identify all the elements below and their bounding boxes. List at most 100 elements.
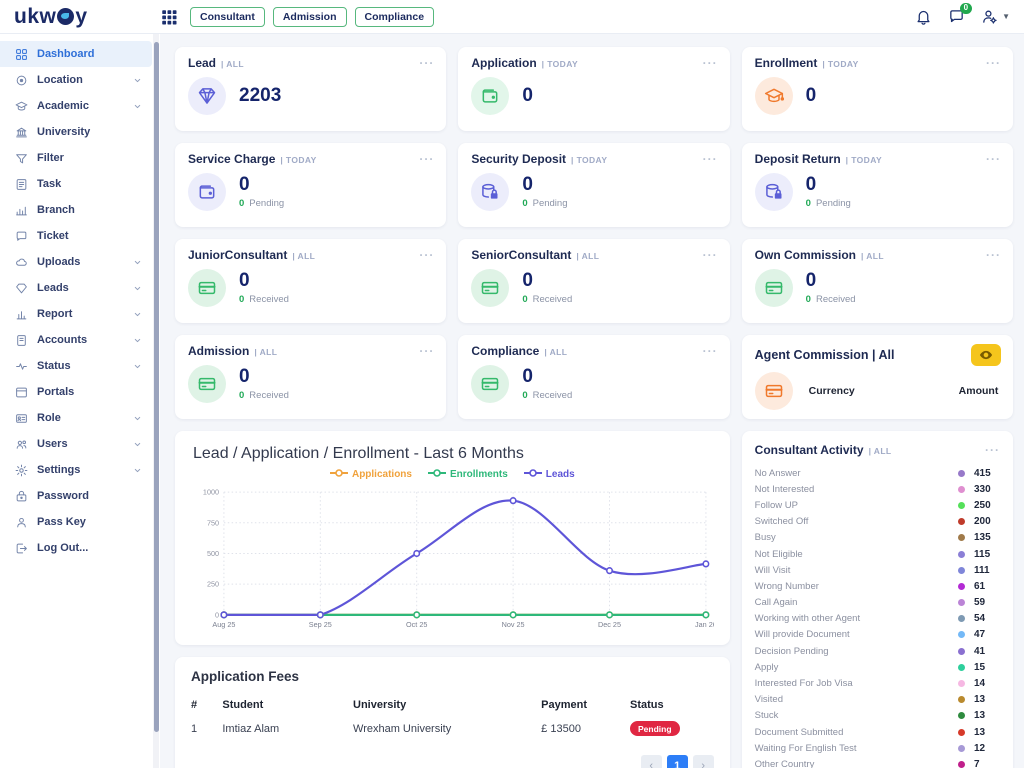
stat-card-title: Compliance: [471, 344, 540, 358]
activity-label: Will provide Document: [754, 629, 850, 641]
activity-row: Not Eligible 115: [755, 546, 1000, 562]
sidebar-item-academic[interactable]: Academic: [0, 93, 152, 119]
activity-value: 47: [974, 629, 986, 641]
svg-text:Aug 25: Aug 25: [212, 620, 235, 629]
ellipsis-menu-icon[interactable]: ···: [986, 152, 1001, 166]
pagination-prev-button[interactable]: ‹: [640, 755, 662, 768]
users-icon: [15, 438, 28, 451]
activity-row: Other Country 7: [755, 756, 1000, 768]
activity-dot: [958, 631, 965, 639]
pagination-next-button[interactable]: ›: [692, 755, 714, 768]
stat-card-title: Deposit Return: [754, 152, 841, 166]
activity-dot: [958, 550, 965, 558]
sidebar-item-report[interactable]: Report: [0, 301, 152, 327]
sidebar-item-accounts[interactable]: Accounts: [0, 327, 152, 353]
stat-sub-count: 0: [522, 389, 528, 401]
sidebar-item-log-out[interactable]: Log Out...: [0, 535, 152, 561]
sidebar-item-users[interactable]: Users: [0, 431, 152, 457]
stat-subline: 0 Pending: [522, 197, 568, 209]
chevron-down-icon: [133, 284, 142, 293]
sidebar-item-portals[interactable]: Portals: [0, 379, 152, 405]
stat-icon-circle: [188, 77, 226, 115]
activity-value: 15: [974, 661, 986, 673]
sidebar-item-filter[interactable]: Filter: [0, 145, 152, 171]
ellipsis-menu-icon[interactable]: ···: [702, 152, 718, 166]
ellipsis-menu-icon[interactable]: ···: [702, 248, 718, 262]
sidebar-item-location[interactable]: Location: [0, 67, 152, 93]
ellipsis-menu-icon[interactable]: ···: [986, 248, 1001, 262]
sidebar-item-branch[interactable]: Branch: [0, 197, 152, 223]
legend-item-leads[interactable]: Leads: [523, 469, 575, 480]
filter-icon: [15, 152, 28, 165]
sidebar-nav: Dashboard Location Academic University Filte…: [0, 34, 152, 768]
stat-value: 0: [522, 174, 533, 196]
apps-grid-icon[interactable]: [160, 8, 178, 26]
sidebar-item-pass-key[interactable]: Pass Key: [0, 509, 152, 535]
ellipsis-menu-icon[interactable]: ···: [985, 443, 1000, 457]
pagination-page-button[interactable]: 1: [666, 755, 688, 768]
sidebar-item-ticket[interactable]: Ticket: [0, 223, 152, 249]
activity-row: Will Visit 111: [755, 562, 1000, 578]
sidebar-item-uploads[interactable]: Uploads: [0, 249, 152, 275]
activity-dot: [958, 469, 965, 477]
header-button-compliance[interactable]: Compliance: [354, 6, 435, 27]
activity-dot: [958, 760, 965, 768]
sidebar-item-role[interactable]: Role: [0, 405, 152, 431]
ellipsis-menu-icon[interactable]: ···: [419, 56, 435, 70]
logout-icon: [15, 542, 28, 555]
ellipsis-menu-icon[interactable]: ···: [986, 56, 1001, 70]
sidebar-item-leads[interactable]: Leads: [0, 275, 152, 301]
stat-card-title: SeniorConsultant: [471, 248, 572, 262]
sidebar-scrollbar[interactable]: [153, 34, 159, 768]
activity-label: Visited: [754, 694, 783, 706]
activity-label: Working with other Agent: [754, 613, 861, 625]
main-content: Lead | ALL ··· 2203 Application | TODAY ··· 0 En…: [160, 34, 1024, 768]
stat-card-title: Admission: [188, 344, 250, 358]
sidebar-scrollbar-thumb[interactable]: [153, 42, 159, 732]
activity-dot: [958, 534, 965, 542]
activity-row: Stuck 13: [755, 708, 1000, 724]
stat-card-title: Own Commission: [754, 248, 856, 262]
ellipsis-menu-icon[interactable]: ···: [419, 344, 435, 358]
chevron-down-icon: [133, 414, 142, 423]
legend-item-enrollments[interactable]: Enrollments: [427, 469, 508, 480]
consultant-activity-card: Consultant Activity | ALL ··· No Answer 4…: [741, 431, 1013, 768]
stat-value: 0: [522, 366, 533, 388]
header-button-consultant[interactable]: Consultant: [190, 6, 265, 27]
sidebar-item-task[interactable]: Task: [0, 171, 152, 197]
legend-marker-icon: [523, 469, 542, 480]
activity-list: No Answer 415 Not Interested 330 Follow UP 25…: [755, 465, 1000, 768]
activity-row: Visited 13: [755, 692, 1000, 708]
stat-subline: 0 Received: [522, 293, 573, 305]
notifications-bell-icon[interactable]: [915, 8, 932, 25]
sidebar-item-settings[interactable]: Settings: [0, 457, 152, 483]
sidebar-item-password[interactable]: Password: [0, 483, 152, 509]
ellipsis-menu-icon[interactable]: ···: [419, 248, 435, 262]
sidebar-item-status[interactable]: Status: [0, 353, 152, 379]
stat-sub-count: 0: [522, 197, 528, 209]
stat-icon-circle: [471, 77, 510, 115]
messages-chat-icon[interactable]: 0: [948, 3, 973, 25]
sidebar-item-dashboard[interactable]: Dashboard: [0, 41, 152, 67]
activity-value: 13: [974, 694, 986, 706]
logo-text-right: y: [75, 4, 88, 28]
stat-icon-circle: [754, 372, 793, 410]
branch-icon: [15, 204, 28, 217]
line-chart: 0 250 500 750 1000 Aug 25 Sep 25 Oct 25 Nov 25 De…: [191, 480, 714, 639]
activity-dot: [958, 615, 965, 623]
sidebar-item-label: Users: [37, 438, 68, 450]
stat-icon-circle: [754, 173, 793, 211]
ellipsis-menu-icon[interactable]: ···: [702, 344, 718, 358]
stat-subline: 0 Received: [522, 389, 573, 401]
fees-col-header: #: [191, 699, 198, 711]
accounts-icon: [15, 334, 28, 347]
sidebar-item-university[interactable]: University: [0, 119, 152, 145]
sidebar-item-label: Uploads: [37, 256, 81, 268]
ellipsis-menu-icon[interactable]: ···: [702, 56, 718, 70]
user-menu[interactable]: ▼: [981, 8, 1010, 25]
ellipsis-menu-icon[interactable]: ···: [419, 152, 435, 166]
show-amount-button[interactable]: [971, 344, 1001, 366]
activity-label: Stuck: [754, 710, 779, 722]
header-button-admission[interactable]: Admission: [272, 6, 347, 27]
legend-item-applications[interactable]: Applications: [329, 469, 412, 480]
